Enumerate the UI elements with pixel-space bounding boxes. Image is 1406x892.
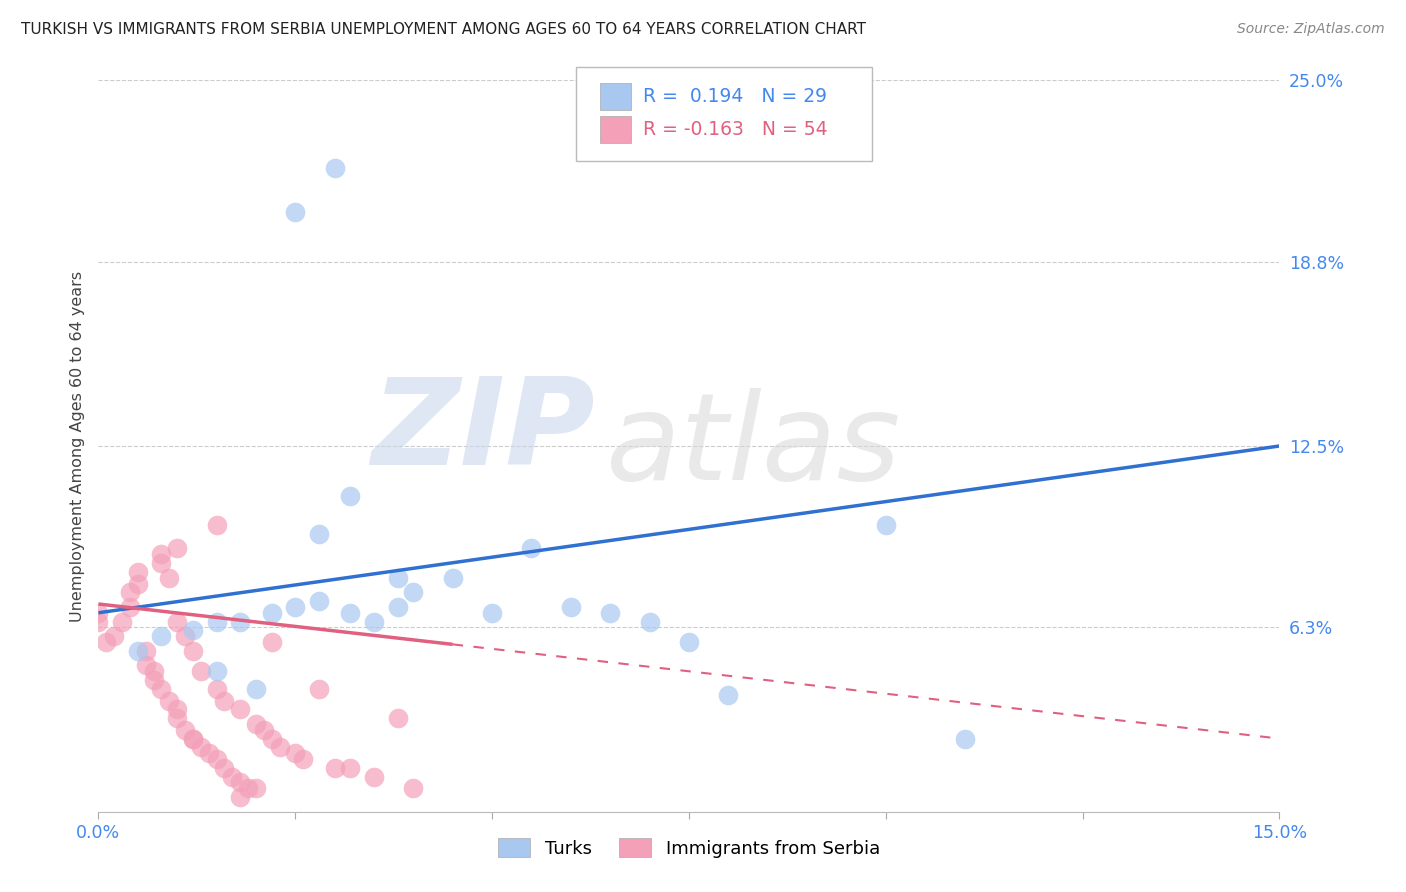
Point — [142, 665, 165, 679]
Point — [205, 752, 228, 766]
Point — [481, 606, 503, 620]
Point — [127, 565, 149, 579]
Point — [166, 702, 188, 716]
Point — [245, 781, 267, 796]
Point — [638, 615, 661, 629]
Point — [127, 576, 149, 591]
Point — [339, 489, 361, 503]
Point — [953, 731, 976, 746]
Point — [229, 775, 252, 789]
Point — [339, 761, 361, 775]
Text: ZIP: ZIP — [371, 373, 595, 490]
Point — [174, 723, 197, 737]
Point — [166, 541, 188, 556]
Point — [520, 541, 543, 556]
Point — [205, 518, 228, 533]
Point — [875, 518, 897, 533]
Point — [402, 585, 425, 599]
Point — [205, 615, 228, 629]
Point — [181, 731, 204, 746]
Point — [135, 658, 157, 673]
Point — [308, 681, 330, 696]
Point — [181, 731, 204, 746]
Point — [166, 615, 188, 629]
Point — [387, 711, 409, 725]
Point — [323, 761, 346, 775]
Point — [181, 644, 204, 658]
Point — [387, 571, 409, 585]
Point — [127, 644, 149, 658]
Point — [190, 740, 212, 755]
Point — [118, 585, 141, 599]
Point — [253, 723, 276, 737]
Point — [87, 606, 110, 620]
Point — [190, 665, 212, 679]
Point — [142, 673, 165, 687]
Point — [260, 606, 283, 620]
Point — [292, 752, 315, 766]
Point — [236, 781, 259, 796]
Point — [284, 746, 307, 760]
Point — [221, 770, 243, 784]
Point — [402, 781, 425, 796]
Point — [323, 161, 346, 175]
Point — [717, 688, 740, 702]
Point — [150, 556, 173, 570]
Point — [245, 717, 267, 731]
Point — [363, 615, 385, 629]
Point — [229, 702, 252, 716]
Point — [284, 599, 307, 614]
Text: atlas: atlas — [606, 387, 901, 505]
Point — [308, 526, 330, 541]
Point — [229, 790, 252, 805]
Text: R =  0.194   N = 29: R = 0.194 N = 29 — [643, 87, 827, 106]
Point — [166, 711, 188, 725]
Point — [150, 629, 173, 643]
Point — [599, 606, 621, 620]
Point — [441, 571, 464, 585]
Point — [174, 629, 197, 643]
Point — [387, 599, 409, 614]
Point — [157, 571, 180, 585]
Text: R = -0.163   N = 54: R = -0.163 N = 54 — [643, 120, 827, 139]
Point — [103, 629, 125, 643]
Text: Source: ZipAtlas.com: Source: ZipAtlas.com — [1237, 22, 1385, 37]
Point — [339, 606, 361, 620]
Point — [181, 624, 204, 638]
Point — [308, 594, 330, 608]
Point — [260, 635, 283, 649]
Point — [87, 615, 110, 629]
Point — [197, 746, 219, 760]
Text: TURKISH VS IMMIGRANTS FROM SERBIA UNEMPLOYMENT AMONG AGES 60 TO 64 YEARS CORRELA: TURKISH VS IMMIGRANTS FROM SERBIA UNEMPL… — [21, 22, 866, 37]
Legend: Turks, Immigrants from Serbia: Turks, Immigrants from Serbia — [491, 831, 887, 865]
Point — [678, 635, 700, 649]
Point — [260, 731, 283, 746]
Point — [157, 693, 180, 707]
Point — [214, 693, 236, 707]
Point — [269, 740, 291, 755]
Point — [560, 599, 582, 614]
Point — [284, 205, 307, 219]
Point — [118, 599, 141, 614]
Point — [229, 615, 252, 629]
Y-axis label: Unemployment Among Ages 60 to 64 years: Unemployment Among Ages 60 to 64 years — [69, 270, 84, 622]
Point — [135, 644, 157, 658]
Point — [363, 770, 385, 784]
Point — [214, 761, 236, 775]
Point — [111, 615, 134, 629]
Point — [205, 681, 228, 696]
Point — [96, 635, 118, 649]
Point — [150, 547, 173, 561]
Point — [205, 665, 228, 679]
Point — [245, 681, 267, 696]
Point — [150, 681, 173, 696]
